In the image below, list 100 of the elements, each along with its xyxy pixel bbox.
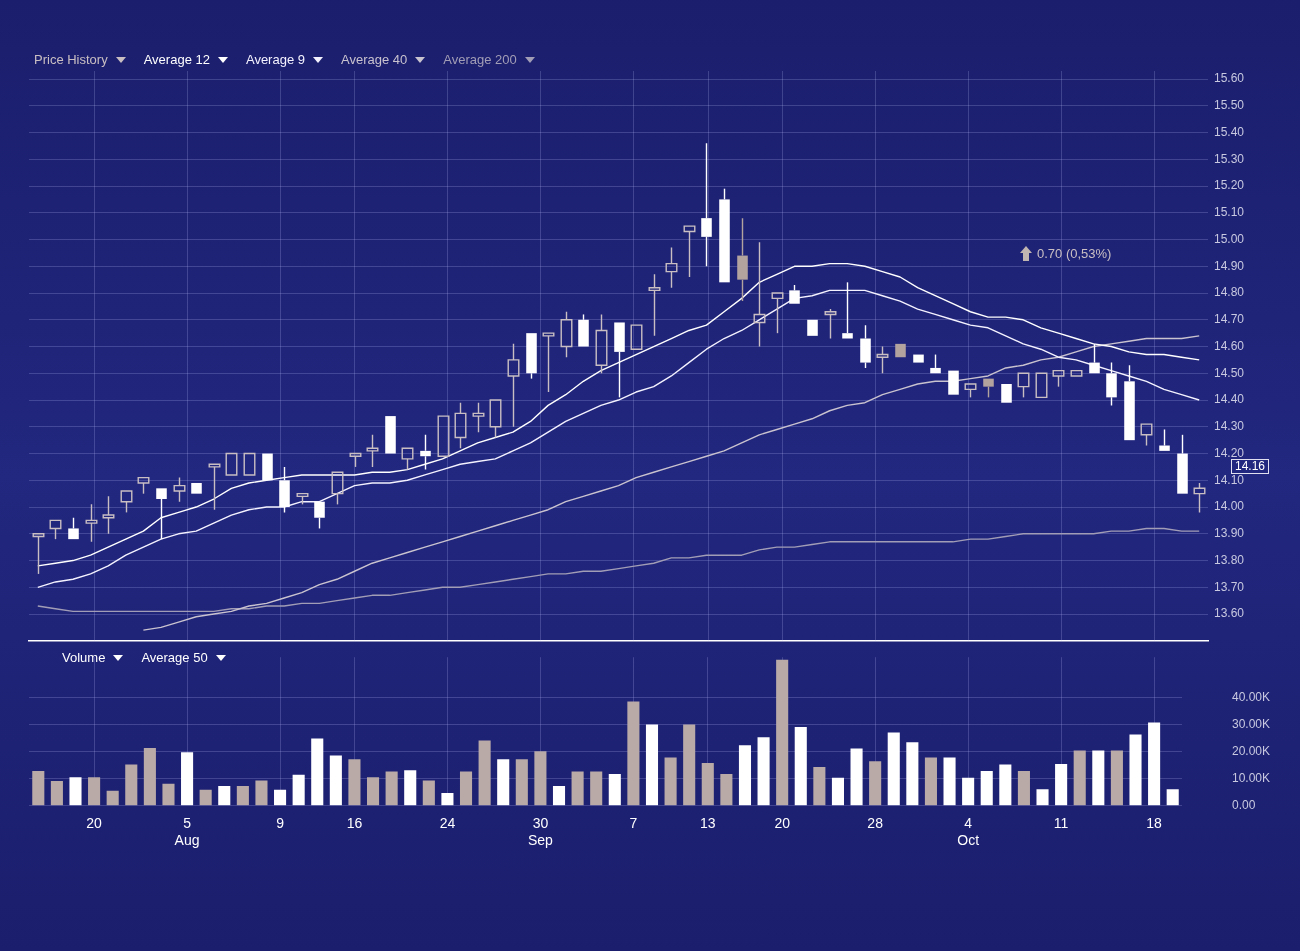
- y-tick-label: 15.20: [1214, 178, 1245, 193]
- candlestick: [85, 503, 98, 543]
- bar: [664, 757, 677, 806]
- bar: [645, 724, 659, 806]
- bar: [627, 701, 640, 806]
- y-tick-label: 14.60: [1214, 338, 1245, 353]
- bar: [385, 771, 398, 806]
- candlestick: [366, 434, 379, 468]
- x-tick-label: 20: [774, 815, 791, 832]
- x-tick-label: 30 Sep: [527, 815, 554, 848]
- bar: [720, 773, 733, 806]
- candlestick: [614, 322, 625, 399]
- bar: [329, 755, 342, 806]
- legend-label: Price History: [34, 52, 108, 67]
- x-tick-label: 4 Oct: [957, 815, 980, 848]
- bar: [32, 770, 45, 806]
- legend-label: Average 40: [340, 52, 408, 67]
- candlestick: [542, 332, 555, 393]
- bar: [459, 771, 473, 806]
- bar: [497, 759, 510, 806]
- bar: [813, 766, 826, 806]
- bar: [683, 724, 696, 806]
- bar: [590, 771, 603, 806]
- bar: [850, 748, 863, 806]
- y-tick-label: 13.80: [1214, 552, 1245, 567]
- candlestick: [824, 308, 837, 340]
- x-tick-label: 20: [86, 815, 103, 832]
- candlestick: [595, 313, 608, 374]
- bar: [794, 726, 807, 806]
- bar: [478, 740, 491, 806]
- legend-label: Volume: [62, 650, 106, 665]
- candlestick: [860, 324, 871, 369]
- candlestick: [1089, 343, 1100, 374]
- legend-label: Average 200: [443, 52, 517, 67]
- y-tick-label: 15.00: [1214, 231, 1245, 246]
- bar: [274, 789, 287, 806]
- bar: [162, 783, 175, 806]
- bar: [906, 742, 919, 806]
- candlestick: [771, 292, 784, 334]
- candlestick: [753, 241, 766, 348]
- y-tick-label: 15.50: [1214, 98, 1245, 113]
- x-tick-label: 5 Aug: [174, 815, 200, 848]
- bar: [552, 786, 566, 806]
- bar: [924, 757, 937, 806]
- candlestick: [156, 488, 167, 540]
- y-tick-label: 14.20: [1214, 445, 1245, 460]
- y-tick-label: 15.60: [1214, 71, 1245, 86]
- bar: [1092, 750, 1105, 806]
- candlestick: [842, 281, 853, 339]
- bar: [292, 774, 305, 806]
- candlestick: [560, 311, 573, 358]
- bar: [534, 751, 547, 806]
- text: 14.16: [1231, 459, 1270, 474]
- bar: [1036, 789, 1049, 806]
- candlestick: [876, 345, 889, 374]
- bar: [757, 737, 770, 806]
- x-tick-label: 7: [629, 815, 638, 832]
- y-tick-label: 14.30: [1214, 419, 1245, 434]
- candlestick: [279, 466, 290, 514]
- candlestick: [472, 402, 485, 433]
- candlestick: [683, 225, 696, 278]
- x-tick-label: 16: [346, 815, 363, 832]
- candlestick: [701, 142, 712, 267]
- y-tick-label: 14.50: [1214, 365, 1245, 380]
- y-tick-label: 14.70: [1214, 312, 1245, 327]
- candlestick: [1177, 434, 1188, 494]
- y-tick-label: 14.40: [1214, 392, 1245, 407]
- candlestick: [102, 495, 115, 535]
- bar: [199, 789, 212, 806]
- x-tick-label: 24: [439, 815, 456, 832]
- bar: [50, 780, 63, 806]
- candlestick: [737, 217, 748, 302]
- bar: [1166, 789, 1179, 806]
- bar: [441, 793, 454, 806]
- bar: [1055, 763, 1068, 806]
- bar: [738, 745, 752, 806]
- candlestick: [1193, 482, 1206, 514]
- y-tick-label: 0.00: [1232, 798, 1256, 813]
- bar: [311, 738, 324, 806]
- y-tick-label: 13.60: [1214, 606, 1245, 621]
- legend-label: Average 9: [245, 52, 305, 67]
- x-tick-label: 11: [1053, 815, 1069, 832]
- bar: [422, 780, 435, 806]
- y-tick-label: 14.00: [1214, 499, 1245, 514]
- bar: [367, 777, 380, 806]
- legend-label: Average 12: [143, 52, 210, 67]
- bar: [255, 780, 268, 806]
- bar: [980, 770, 993, 806]
- bar: [88, 777, 101, 806]
- bar: [701, 763, 714, 806]
- bar: [999, 764, 1012, 806]
- x-tick-label: 28: [867, 815, 884, 832]
- annotation: 0.70 (0,53%): [1037, 246, 1112, 261]
- bar: [69, 777, 82, 806]
- y-tick-label: 13.70: [1214, 579, 1245, 594]
- bar: [404, 770, 417, 806]
- candlestick: [208, 463, 221, 511]
- bar: [869, 761, 882, 806]
- candlestick: [648, 273, 661, 337]
- y-tick-label: 15.40: [1214, 124, 1245, 139]
